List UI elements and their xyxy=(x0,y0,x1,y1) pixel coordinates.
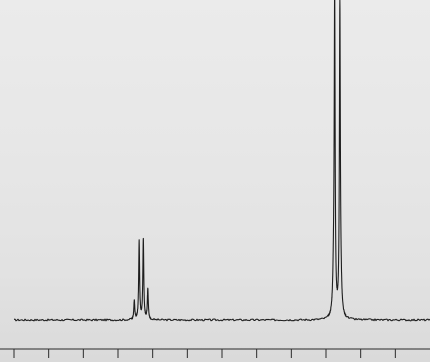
spectrum-trace-0 xyxy=(13,0,430,322)
